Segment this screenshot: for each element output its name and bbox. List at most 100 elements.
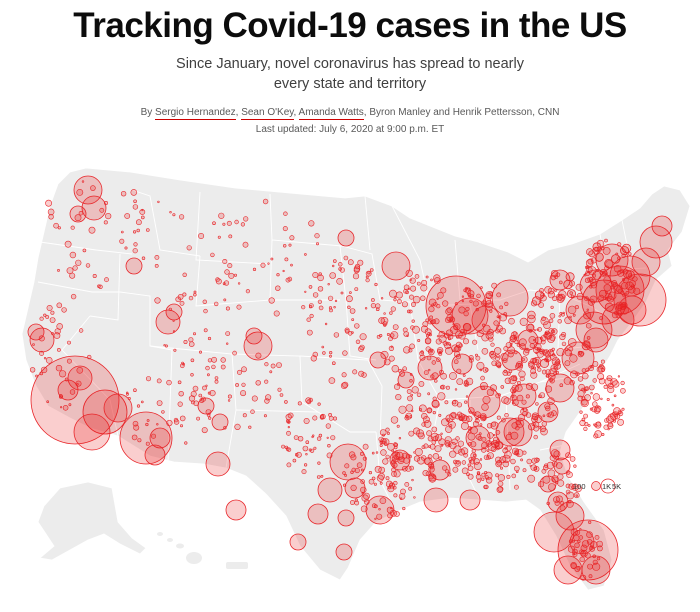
case-bubble: [599, 363, 604, 369]
case-bubble: [567, 305, 577, 315]
case-bubble: [327, 283, 330, 286]
case-bubble: [468, 460, 472, 463]
case-bubble: [183, 340, 188, 345]
case-bubble: [469, 299, 473, 303]
case-bubble: [508, 431, 512, 435]
case-bubble: [45, 199, 52, 207]
case-bubble: [286, 462, 292, 468]
case-bubble: [350, 484, 357, 492]
byline-author[interactable]: Sergio Hernandez: [155, 107, 236, 120]
case-bubble: [260, 262, 266, 268]
case-bubble: [136, 228, 140, 233]
case-bubble: [40, 366, 48, 374]
case-bubble: [588, 574, 593, 579]
case-bubble: [308, 285, 313, 289]
case-bubble: [459, 489, 481, 511]
case-bubble: [465, 425, 491, 451]
case-bubble: [458, 306, 466, 314]
legend-label-1k: 1K: [602, 482, 611, 491]
case-bubble: [417, 432, 425, 440]
case-bubble: [245, 289, 250, 294]
case-bubble: [53, 222, 59, 229]
case-bubble: [472, 420, 479, 427]
case-bubble: [312, 292, 319, 298]
case-bubble: [97, 284, 101, 288]
case-bubble: [440, 384, 446, 390]
county-case-bubbles: [27, 175, 673, 585]
case-bubble: [566, 471, 573, 479]
case-bubble: [354, 498, 358, 502]
case-bubble: [324, 322, 328, 326]
case-bubble: [355, 339, 361, 345]
case-bubble: [456, 378, 464, 385]
case-bubble: [393, 511, 400, 517]
case-bubble: [494, 347, 502, 355]
case-bubble: [438, 413, 442, 417]
case-bubble: [386, 333, 390, 337]
case-bubble: [579, 419, 586, 427]
case-bubble: [463, 323, 472, 332]
case-bubble: [527, 474, 536, 483]
case-bubble: [286, 447, 292, 452]
case-bubble: [600, 359, 605, 364]
case-bubble: [440, 432, 443, 435]
case-bubble: [130, 189, 138, 196]
case-bubble: [419, 351, 425, 356]
case-bubble: [248, 425, 252, 429]
case-bubble: [621, 407, 625, 411]
case-bubble: [465, 395, 469, 398]
case-bubble: [81, 180, 85, 183]
case-bubble: [491, 421, 497, 427]
case-bubble: [365, 275, 369, 279]
case-bubble: [639, 225, 673, 259]
case-bubble: [573, 492, 580, 499]
case-bubble: [304, 463, 308, 467]
case-bubble: [380, 297, 384, 300]
case-bubble: [411, 478, 414, 482]
case-bubble: [284, 400, 288, 404]
case-bubble: [426, 430, 432, 437]
case-bubble: [209, 390, 216, 397]
case-bubble: [57, 269, 60, 272]
case-bubble: [411, 386, 419, 394]
case-bubble: [188, 337, 194, 343]
case-bubble: [521, 399, 527, 405]
case-bubble: [62, 404, 69, 411]
case-bubble: [579, 410, 583, 414]
case-bubble: [602, 247, 611, 255]
case-bubble: [190, 373, 194, 377]
case-bubble: [535, 402, 539, 406]
case-bubble: [558, 280, 563, 285]
case-bubble: [451, 438, 458, 445]
case-bubble: [511, 473, 517, 479]
case-bubble: [546, 413, 551, 418]
case-bubble: [549, 454, 556, 461]
case-bubble: [45, 357, 53, 364]
case-bubble: [510, 374, 518, 382]
case-bubble: [228, 234, 233, 239]
case-bubble: [141, 256, 146, 260]
byline-author[interactable]: Sean O'Key: [241, 107, 294, 120]
case-bubble: [539, 288, 544, 293]
case-bubble: [539, 475, 557, 493]
case-bubble: [393, 470, 401, 478]
byline-author: Byron Manley: [369, 107, 431, 118]
byline-author[interactable]: Amanda Watts: [298, 107, 364, 120]
case-bubble: [601, 303, 635, 337]
case-bubble: [550, 305, 554, 309]
case-bubble: [328, 415, 334, 421]
case-bubble: [156, 400, 163, 406]
case-bubble: [496, 415, 501, 420]
case-bubble: [577, 390, 585, 398]
case-bubble: [587, 563, 593, 570]
case-bubble: [603, 384, 608, 389]
case-bubble: [575, 494, 578, 497]
case-bubble: [303, 417, 310, 424]
case-bubble: [186, 245, 192, 251]
case-bubble: [313, 446, 317, 450]
legend-circle-100: [565, 483, 571, 489]
case-bubble: [264, 379, 269, 384]
case-bubble: [376, 474, 384, 482]
case-bubble: [375, 303, 381, 309]
us-bubble-map[interactable]: 100 1K 5K: [0, 150, 700, 612]
